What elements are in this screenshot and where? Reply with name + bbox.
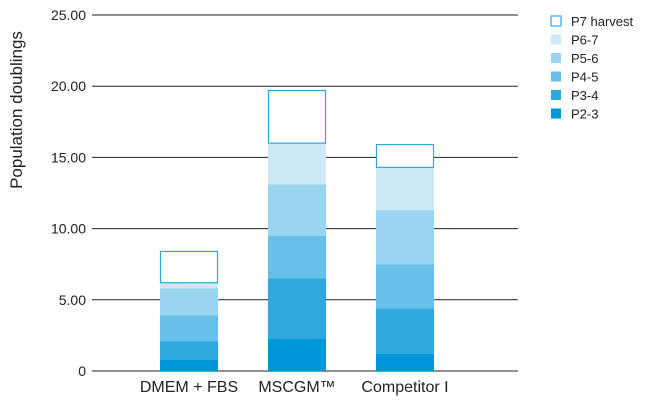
bar-segment <box>160 282 218 289</box>
legend: P7 harvest P6-7 P5-6 P4-5 P3-4 P2-3 <box>550 14 634 122</box>
legend-swatch <box>550 15 562 27</box>
bar-segment <box>268 278 326 339</box>
legend-swatch <box>551 90 561 100</box>
bar-segment <box>376 167 434 211</box>
bar-segment <box>268 143 326 185</box>
y-tick-label: 25.00 <box>51 7 86 23</box>
bar-segment <box>375 143 435 168</box>
bar-segment <box>160 341 218 360</box>
y-tick-label: 15.00 <box>51 149 86 165</box>
y-tick-label: 5.00 <box>59 292 86 308</box>
bar-segment <box>160 359 218 371</box>
bar-segment <box>376 308 434 354</box>
bar-segment <box>268 235 326 279</box>
legend-swatch <box>551 53 561 63</box>
legend-label: P6-7 <box>571 33 598 48</box>
legend-label: P2-3 <box>571 107 598 122</box>
y-axis-label: Population doublings <box>7 31 26 189</box>
y-tick-label: 10.00 <box>51 221 86 237</box>
bar-segment <box>376 353 434 371</box>
legend-swatch <box>551 71 561 82</box>
legend-label: P7 harvest <box>571 14 634 29</box>
bar-segment <box>159 250 219 284</box>
bar-segment <box>160 315 218 342</box>
legend-swatch <box>551 34 561 45</box>
bars <box>159 89 435 371</box>
legend-label: P5-6 <box>571 51 598 66</box>
bar-segment <box>376 210 434 265</box>
y-tick-label: 0 <box>78 363 86 379</box>
bar-segment <box>160 288 218 316</box>
legend-label: P3-4 <box>571 88 598 103</box>
axis: 0 5.00 10.00 15.00 20.00 25.00 DMEM + FBS MSCGM… <box>51 7 449 396</box>
bar-segment <box>268 184 326 236</box>
x-tick-label: DMEM + FBS <box>140 379 238 396</box>
legend-label: P4-5 <box>571 70 598 85</box>
bar-segment <box>268 338 326 371</box>
bar-segment <box>376 264 434 309</box>
y-tick-label: 20.00 <box>51 78 86 94</box>
x-tick-label: MSCGM™ <box>258 379 335 396</box>
bar-segment <box>267 89 327 144</box>
legend-swatch <box>551 108 561 119</box>
x-tick-label: Competitor I <box>361 379 448 396</box>
